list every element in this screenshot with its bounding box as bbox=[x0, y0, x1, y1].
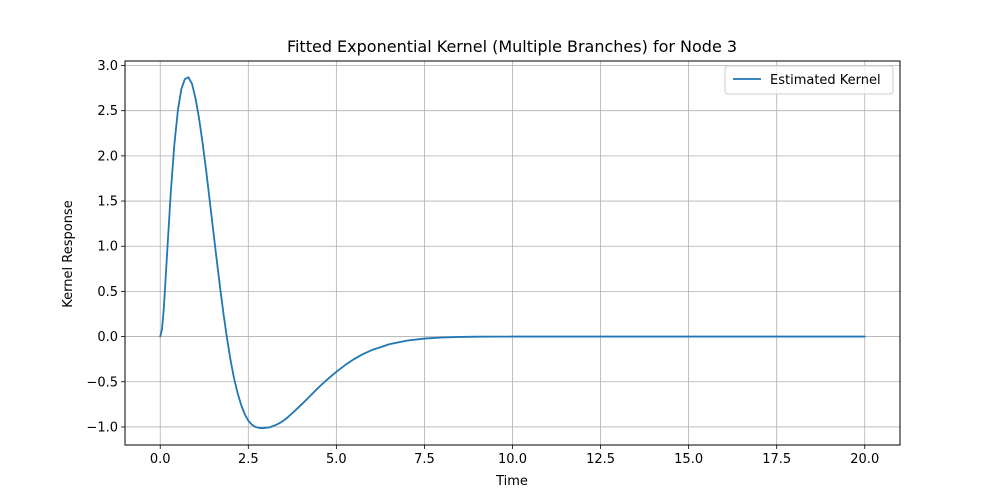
y-tick-label: 2.0 bbox=[97, 149, 118, 164]
y-tick-label: −1.0 bbox=[86, 420, 118, 435]
y-tick-label: 1.5 bbox=[97, 195, 118, 210]
y-axis-label: Kernel Response bbox=[61, 200, 76, 307]
x-tick-label: 2.5 bbox=[238, 452, 259, 467]
grid bbox=[125, 61, 900, 445]
chart-title: Fitted Exponential Kernel (Multiple Bran… bbox=[287, 37, 737, 56]
x-tick-label: 15.0 bbox=[674, 452, 703, 467]
y-tick-label: 3.0 bbox=[97, 59, 118, 74]
series-layer bbox=[159, 76, 866, 430]
y-tick-label: −0.5 bbox=[86, 375, 118, 390]
y-axis: −1.0 −0.5 0.0 0.5 1.0 1.5 2.0 2.5 3.0 bbox=[86, 59, 125, 435]
x-tick-label: 20.0 bbox=[850, 452, 879, 467]
x-tick-label: 12.5 bbox=[586, 452, 615, 467]
x-axis: 0.0 2.5 5.0 7.5 10.0 12.5 15.0 17.5 20.0 bbox=[150, 445, 879, 467]
series-line-estimated-kernel bbox=[159, 76, 866, 430]
y-tick-label: 1.0 bbox=[97, 240, 118, 255]
y-tick-label: 0.5 bbox=[97, 285, 118, 300]
x-tick-label: 7.5 bbox=[414, 452, 435, 467]
legend-label-estimated-kernel: Estimated Kernel bbox=[770, 73, 881, 88]
x-tick-label: 17.5 bbox=[762, 452, 791, 467]
x-tick-label: 5.0 bbox=[326, 452, 347, 467]
y-tick-label: 2.5 bbox=[97, 104, 118, 119]
x-tick-label: 10.0 bbox=[498, 452, 527, 467]
x-axis-label: Time bbox=[495, 474, 528, 489]
legend: Estimated Kernel bbox=[724, 65, 894, 95]
legend-box bbox=[724, 65, 894, 95]
y-tick-label: 0.0 bbox=[97, 330, 118, 345]
x-tick-label: 0.0 bbox=[150, 452, 171, 467]
